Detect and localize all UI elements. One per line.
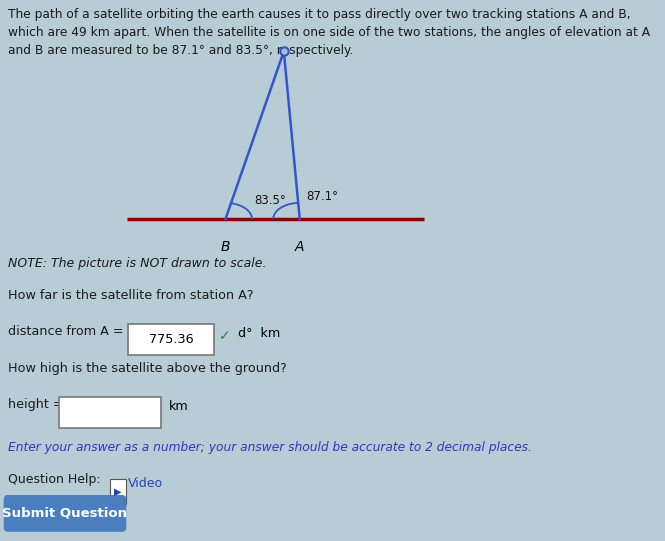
FancyBboxPatch shape [128,324,214,355]
Text: Question Help:: Question Help: [8,473,100,486]
Text: Submit Question: Submit Question [3,507,128,520]
FancyBboxPatch shape [110,479,126,504]
Text: distance from A =: distance from A = [8,325,128,338]
Text: 83.5°: 83.5° [255,194,287,207]
Text: 87.1°: 87.1° [306,190,338,203]
Text: height =: height = [8,398,68,411]
Text: km: km [169,400,188,413]
Text: A: A [295,240,305,254]
Text: How high is the satellite above the ground?: How high is the satellite above the grou… [8,362,287,375]
Text: ✓: ✓ [219,329,230,343]
Text: The path of a satellite orbiting the earth causes it to pass directly over two t: The path of a satellite orbiting the ear… [8,8,650,57]
Text: How far is the satellite from station A?: How far is the satellite from station A? [8,289,253,302]
Text: 775.36: 775.36 [149,333,194,346]
Text: B: B [221,240,230,254]
Text: Video: Video [128,477,164,490]
Text: NOTE: The picture is NOT drawn to scale.: NOTE: The picture is NOT drawn to scale. [8,257,267,270]
FancyBboxPatch shape [4,495,126,532]
FancyBboxPatch shape [59,397,161,428]
Text: d°  km: d° km [237,327,280,340]
Text: ▶: ▶ [114,487,122,497]
Text: Enter your answer as a number; your answer should be accurate to 2 decimal place: Enter your answer as a number; your answ… [8,441,532,454]
